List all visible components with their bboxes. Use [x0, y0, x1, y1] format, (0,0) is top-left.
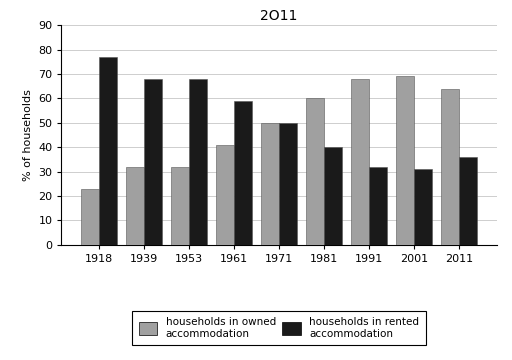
- Bar: [99, 57, 117, 245]
- Bar: [261, 123, 279, 245]
- Bar: [189, 79, 207, 245]
- Bar: [234, 101, 252, 245]
- Bar: [216, 145, 234, 245]
- Bar: [441, 89, 459, 245]
- Legend: households in owned
accommodation, households in rented
accommodation: households in owned accommodation, house…: [133, 311, 425, 345]
- Bar: [459, 157, 477, 245]
- Bar: [126, 167, 144, 245]
- Title: 2O11: 2O11: [261, 9, 297, 23]
- Bar: [396, 76, 414, 245]
- Bar: [144, 79, 162, 245]
- Bar: [414, 169, 432, 245]
- Bar: [171, 167, 189, 245]
- Bar: [324, 147, 342, 245]
- Bar: [369, 167, 387, 245]
- Bar: [306, 98, 324, 245]
- Bar: [279, 123, 297, 245]
- Bar: [351, 79, 369, 245]
- Y-axis label: % of households: % of households: [23, 89, 33, 181]
- Bar: [81, 189, 99, 245]
